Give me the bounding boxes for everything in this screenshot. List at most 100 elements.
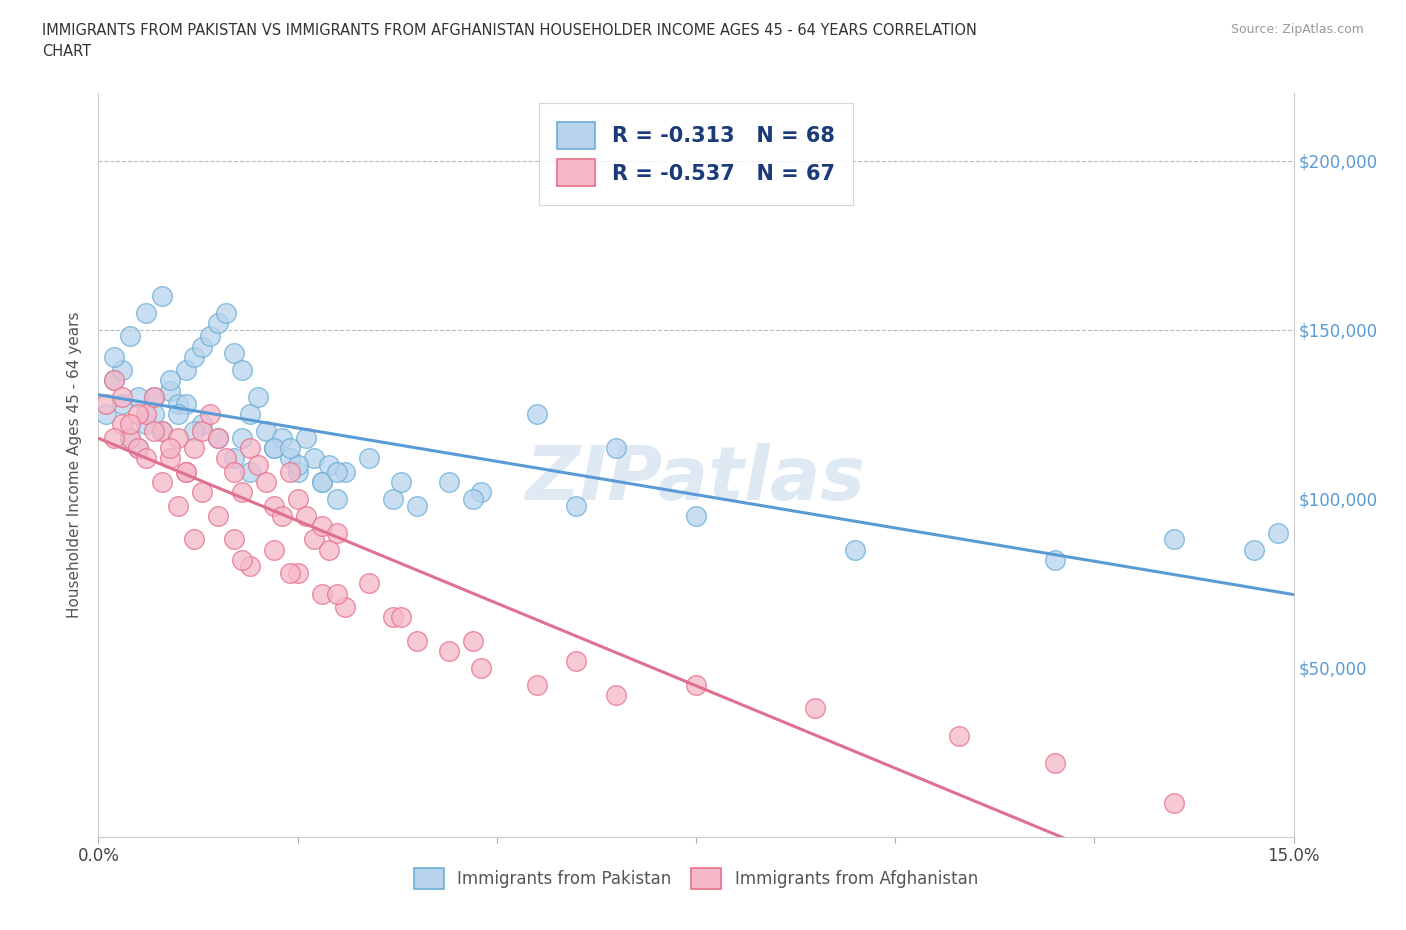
Point: [239, 464, 262, 479]
Point: [263, 441, 285, 456]
Point: [318, 458, 340, 472]
Point: [127, 390, 149, 405]
Point: [406, 633, 429, 648]
Point: [150, 474, 173, 489]
Point: [437, 644, 460, 658]
Point: [278, 451, 301, 466]
Point: [222, 346, 245, 361]
Point: [470, 485, 492, 499]
Point: [311, 518, 333, 533]
Point: [191, 424, 214, 439]
Point: [222, 451, 245, 466]
Point: [174, 397, 197, 412]
Point: [159, 383, 181, 398]
Point: [103, 350, 125, 365]
Text: ZIPatlas: ZIPatlas: [526, 444, 866, 516]
Point: [526, 406, 548, 421]
Point: [948, 728, 970, 743]
Point: [143, 406, 166, 421]
Point: [287, 458, 309, 472]
Point: [215, 451, 238, 466]
Point: [406, 498, 429, 513]
Point: [215, 305, 238, 320]
Point: [143, 424, 166, 439]
Point: [287, 565, 309, 580]
Point: [198, 329, 221, 344]
Point: [254, 424, 277, 439]
Point: [231, 485, 253, 499]
Point: [263, 542, 285, 557]
Point: [389, 610, 412, 625]
Point: [382, 491, 405, 506]
Point: [239, 559, 262, 574]
Point: [685, 509, 707, 524]
Point: [302, 532, 325, 547]
Legend: Immigrants from Pakistan, Immigrants from Afghanistan: Immigrants from Pakistan, Immigrants fro…: [408, 861, 984, 896]
Point: [143, 390, 166, 405]
Point: [278, 565, 301, 580]
Point: [278, 464, 301, 479]
Point: [111, 417, 134, 432]
Point: [96, 406, 118, 421]
Point: [1267, 525, 1289, 540]
Point: [246, 458, 269, 472]
Point: [231, 363, 253, 378]
Point: [335, 600, 357, 615]
Point: [127, 406, 149, 421]
Point: [167, 406, 190, 421]
Point: [150, 288, 173, 303]
Point: [111, 390, 134, 405]
Point: [150, 424, 173, 439]
Point: [231, 431, 253, 445]
Text: Source: ZipAtlas.com: Source: ZipAtlas.com: [1230, 23, 1364, 36]
Point: [135, 417, 157, 432]
Point: [605, 441, 627, 456]
Point: [359, 576, 381, 591]
Point: [191, 417, 214, 432]
Point: [565, 654, 588, 669]
Point: [246, 390, 269, 405]
Point: [844, 542, 866, 557]
Point: [270, 509, 292, 524]
Point: [135, 451, 157, 466]
Text: CHART: CHART: [42, 44, 91, 59]
Point: [1163, 796, 1185, 811]
Point: [326, 464, 349, 479]
Point: [103, 431, 125, 445]
Point: [294, 431, 316, 445]
Point: [111, 397, 134, 412]
Point: [318, 542, 340, 557]
Point: [526, 677, 548, 692]
Point: [685, 677, 707, 692]
Point: [127, 441, 149, 456]
Point: [287, 491, 309, 506]
Point: [263, 498, 285, 513]
Point: [605, 687, 627, 702]
Point: [389, 474, 412, 489]
Point: [96, 397, 118, 412]
Text: IMMIGRANTS FROM PAKISTAN VS IMMIGRANTS FROM AFGHANISTAN HOUSEHOLDER INCOME AGES : IMMIGRANTS FROM PAKISTAN VS IMMIGRANTS F…: [42, 23, 977, 38]
Point: [222, 532, 245, 547]
Y-axis label: Householder Income Ages 45 - 64 years: Householder Income Ages 45 - 64 years: [67, 312, 83, 618]
Point: [120, 417, 142, 432]
Point: [103, 373, 125, 388]
Point: [167, 498, 190, 513]
Point: [326, 586, 349, 601]
Point: [263, 441, 285, 456]
Point: [207, 431, 229, 445]
Point: [167, 397, 190, 412]
Point: [191, 485, 214, 499]
Point: [159, 373, 181, 388]
Point: [461, 491, 484, 506]
Point: [222, 464, 245, 479]
Point: [198, 406, 221, 421]
Point: [183, 424, 205, 439]
Point: [278, 441, 301, 456]
Point: [231, 552, 253, 567]
Point: [287, 464, 309, 479]
Point: [335, 464, 357, 479]
Point: [207, 431, 229, 445]
Point: [326, 525, 349, 540]
Point: [1243, 542, 1265, 557]
Point: [326, 491, 349, 506]
